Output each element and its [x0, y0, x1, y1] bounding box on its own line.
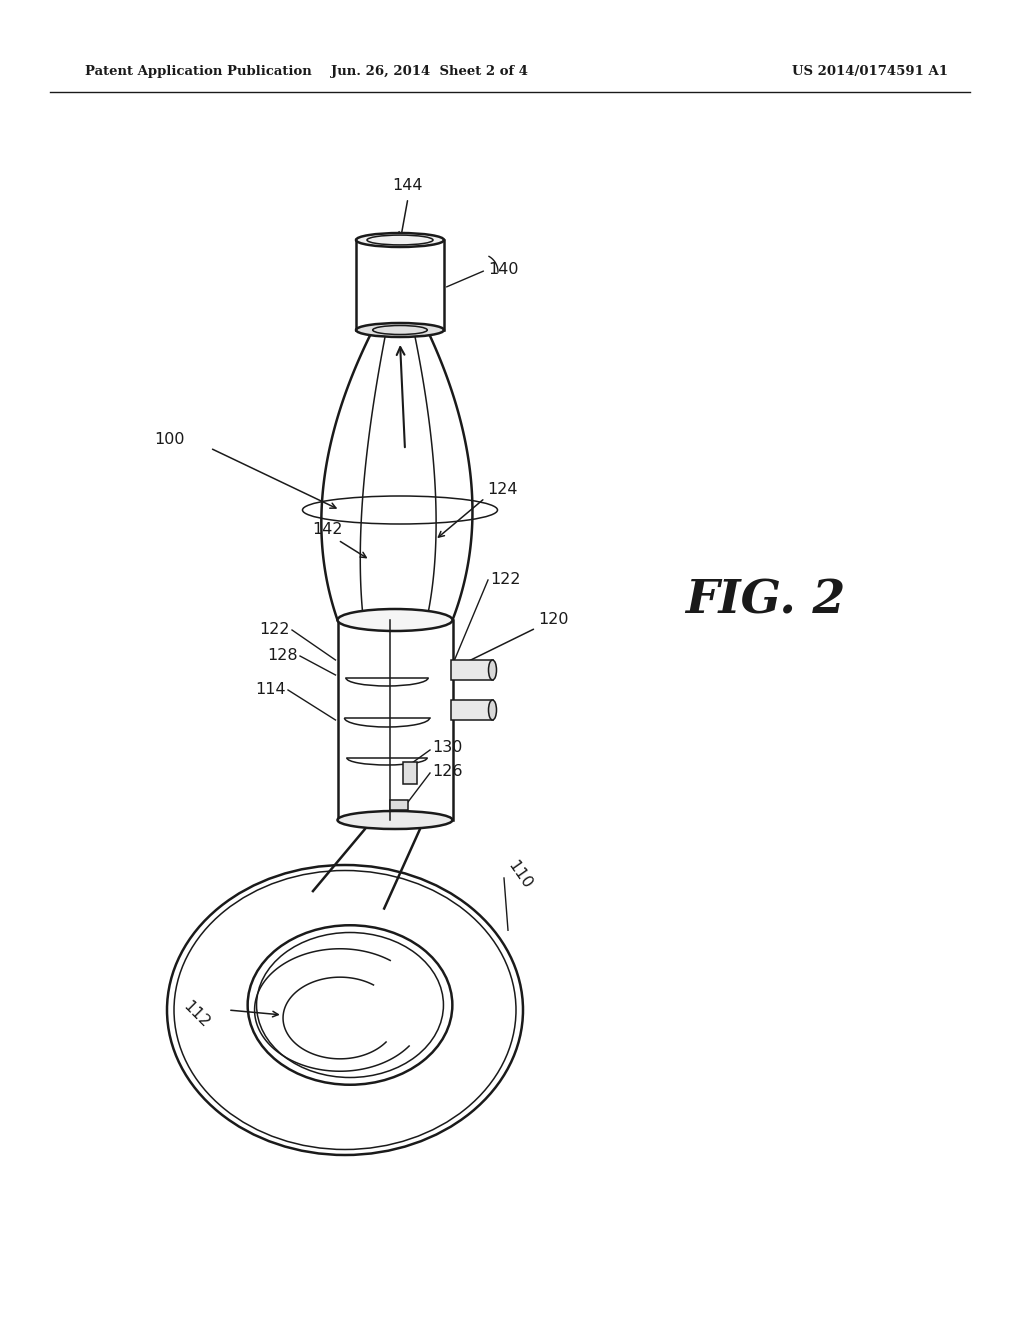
Ellipse shape: [338, 609, 453, 631]
Text: 130: 130: [432, 741, 463, 755]
Text: 124: 124: [487, 483, 517, 498]
Bar: [451, 700, 493, 719]
Ellipse shape: [356, 323, 444, 337]
Bar: [390, 800, 408, 810]
Text: 126: 126: [432, 764, 463, 780]
Bar: [451, 660, 493, 680]
Text: 112: 112: [180, 999, 212, 1031]
Text: 144: 144: [393, 177, 423, 193]
Text: FIG. 2: FIG. 2: [685, 577, 845, 623]
Text: 128: 128: [267, 648, 298, 664]
Text: 100: 100: [155, 433, 185, 447]
Text: 120: 120: [538, 612, 568, 627]
Ellipse shape: [338, 810, 453, 829]
Text: 122: 122: [259, 623, 290, 638]
Bar: [403, 762, 417, 784]
Text: Patent Application Publication: Patent Application Publication: [85, 66, 311, 78]
Ellipse shape: [356, 234, 444, 247]
Text: 140: 140: [488, 263, 518, 277]
Text: 110: 110: [505, 858, 535, 892]
Ellipse shape: [488, 660, 497, 680]
Text: Jun. 26, 2014  Sheet 2 of 4: Jun. 26, 2014 Sheet 2 of 4: [332, 66, 528, 78]
Ellipse shape: [488, 700, 497, 719]
Text: 122: 122: [490, 573, 520, 587]
Text: 114: 114: [255, 682, 286, 697]
Text: 142: 142: [311, 523, 342, 537]
Text: US 2014/0174591 A1: US 2014/0174591 A1: [792, 66, 948, 78]
